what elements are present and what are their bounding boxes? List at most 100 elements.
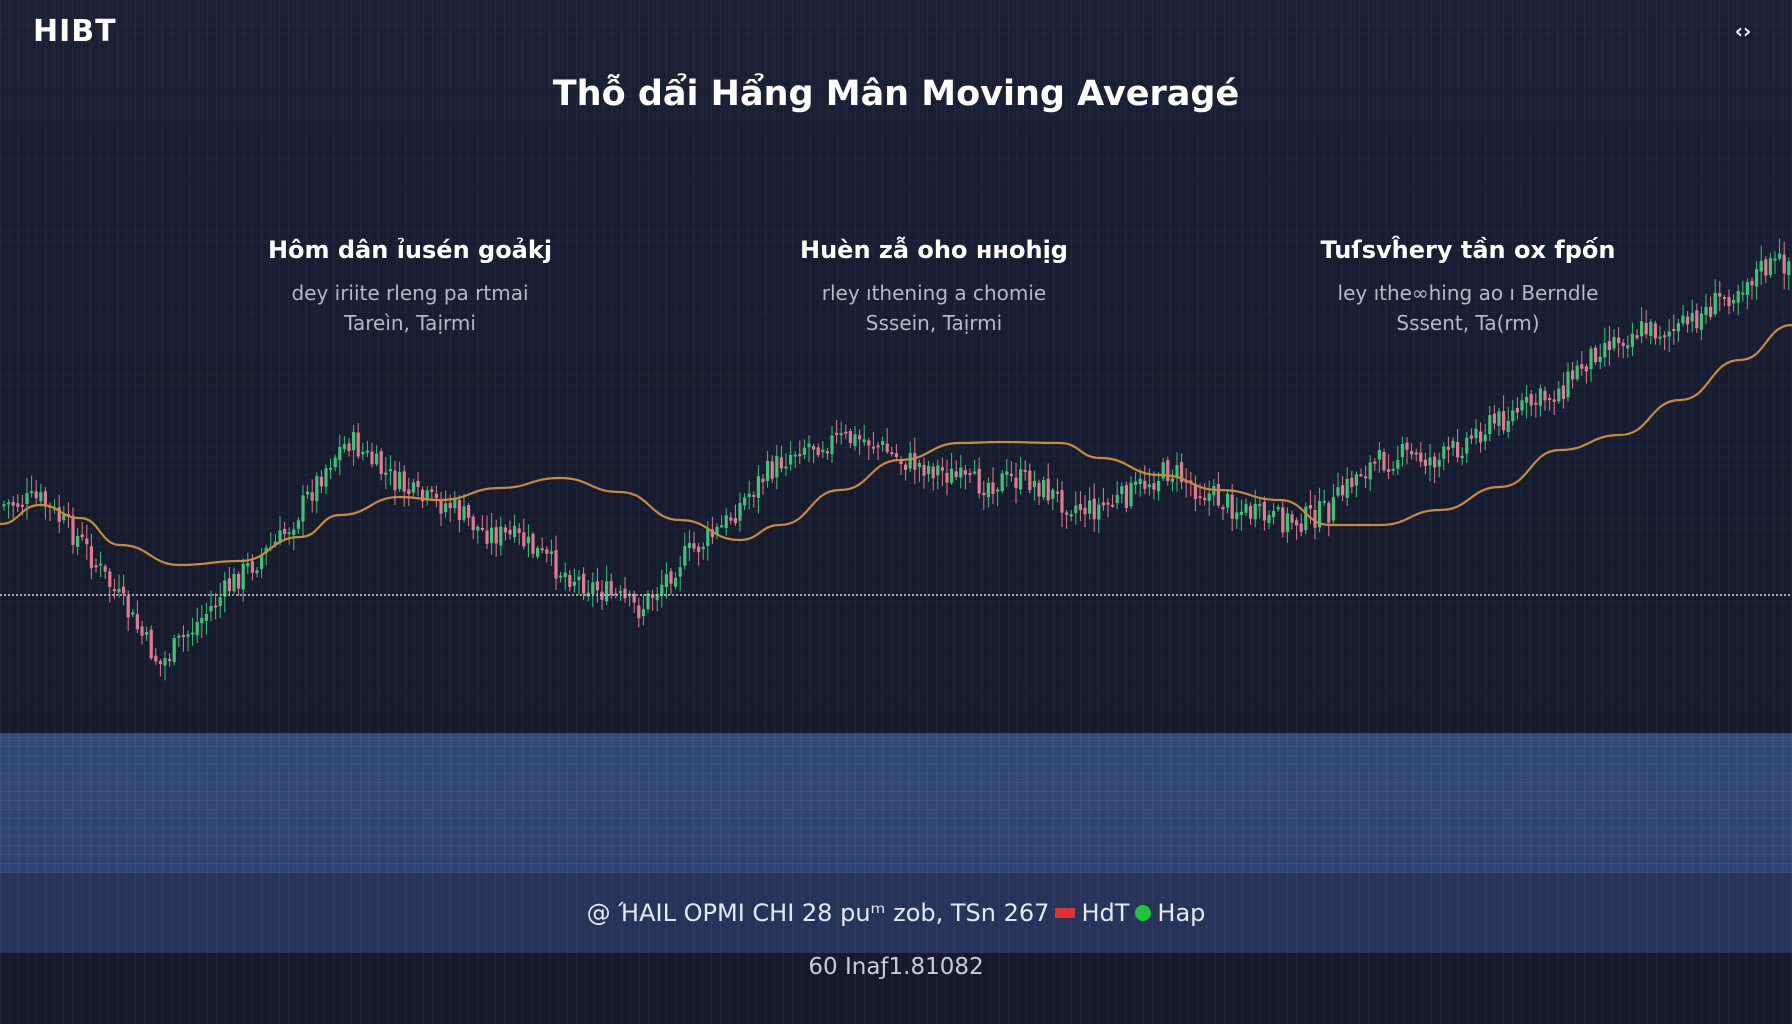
candle-body <box>1704 306 1708 315</box>
candle-body <box>945 472 949 483</box>
candle-body <box>140 626 144 636</box>
status-text: @ ΉAIL OPMI CHI 28 puᵐ zob, TSn 267 <box>586 899 1050 927</box>
candle-body <box>1773 258 1777 261</box>
candle-body <box>1322 500 1326 503</box>
candle-body <box>361 451 365 455</box>
candle-body <box>1617 337 1621 344</box>
candle-body <box>720 525 724 528</box>
candle-body <box>1594 347 1598 363</box>
candle-body <box>986 482 990 498</box>
candle-body <box>738 502 742 521</box>
candle-body <box>1295 520 1299 526</box>
candle-body <box>1244 503 1248 513</box>
candle-body <box>1180 462 1184 483</box>
candle-body <box>595 581 599 591</box>
candle-body <box>292 529 296 535</box>
candle-body <box>1216 484 1220 506</box>
candle-body <box>1299 523 1303 532</box>
annotation-2: Huèn zẫ oho нноhịg rley ıthening a chomi… <box>714 236 1154 338</box>
candle-body <box>1644 322 1648 335</box>
candle-body <box>1235 512 1239 520</box>
candle-body <box>1695 310 1699 329</box>
candle-body <box>669 571 673 584</box>
candle-body <box>218 597 222 607</box>
candle-body <box>457 499 461 521</box>
candle-body <box>172 638 176 663</box>
candle-body <box>158 660 162 664</box>
candle-body <box>1437 459 1441 467</box>
candle-body <box>784 466 788 469</box>
candle-body <box>195 622 199 636</box>
candle-body <box>1580 364 1584 369</box>
candle-body <box>651 594 655 598</box>
status-bar: @ ΉAIL OPMI CHI 28 puᵐ zob, TSn 267 HdT … <box>0 873 1792 953</box>
candle-body <box>1065 512 1069 515</box>
candle-body <box>347 443 351 452</box>
candle-body <box>1074 505 1078 513</box>
expand-arrows-icon[interactable]: ‹› <box>1734 19 1752 43</box>
candle-body <box>1561 385 1565 400</box>
candle-body <box>338 447 342 461</box>
candle-body <box>1166 460 1170 482</box>
candle-body <box>1428 457 1432 466</box>
candle-body <box>1465 437 1469 454</box>
candle-body <box>126 595 130 618</box>
footer-value: 60 Inaƒ1.81082 <box>808 954 984 980</box>
candle-body <box>646 593 650 610</box>
candle-body <box>25 493 29 504</box>
candle-body <box>1566 371 1570 398</box>
candle-body <box>1350 477 1354 487</box>
candle-body <box>1649 321 1653 336</box>
candle-body <box>853 434 857 446</box>
candle-body <box>1396 459 1400 469</box>
candle-body <box>1722 297 1726 300</box>
candle-body <box>430 489 434 492</box>
candle-body <box>1262 502 1266 521</box>
candle-body <box>1046 478 1050 501</box>
candle-body <box>186 634 190 637</box>
candle-body <box>89 546 93 569</box>
candle-body <box>526 536 530 544</box>
candle-body <box>1750 280 1754 286</box>
candle-body <box>471 516 475 531</box>
candle-body <box>1014 477 1018 489</box>
status-red-label: HdT <box>1081 899 1130 927</box>
candle-body <box>1313 509 1317 528</box>
candle-body <box>76 536 80 547</box>
candle-body <box>352 431 356 451</box>
candle-body <box>618 591 622 594</box>
candle-body <box>1364 476 1368 479</box>
candle-body <box>706 529 710 546</box>
candle-body <box>1143 480 1147 489</box>
candle-body <box>743 497 747 506</box>
candle-body <box>462 506 466 520</box>
candle-body <box>591 582 595 594</box>
candle-body <box>494 527 498 544</box>
candle-body <box>1612 337 1616 349</box>
candle-body <box>370 451 374 465</box>
candle-body <box>936 465 940 476</box>
candle-body <box>917 463 921 468</box>
candle-body <box>356 432 360 457</box>
candle-body <box>1304 506 1308 530</box>
candle-body <box>448 502 452 509</box>
candle-body <box>260 555 264 569</box>
candle-body <box>1354 474 1358 486</box>
candle-body <box>1699 313 1703 330</box>
candle-body <box>954 471 958 478</box>
candle-body <box>968 472 972 475</box>
candle-body <box>812 446 816 450</box>
candle-body <box>407 489 411 495</box>
candle-body <box>692 543 696 549</box>
candle-body <box>246 563 250 567</box>
candle-body <box>480 527 484 530</box>
candle-body <box>145 631 149 635</box>
candle-body <box>733 518 737 524</box>
candle-body <box>434 493 438 498</box>
candle-body <box>1419 452 1423 462</box>
candle-body <box>1055 491 1059 494</box>
candles-group <box>2 238 1791 681</box>
candle-body <box>485 530 489 544</box>
candle-body <box>1120 486 1124 495</box>
candle-body <box>1290 514 1294 523</box>
